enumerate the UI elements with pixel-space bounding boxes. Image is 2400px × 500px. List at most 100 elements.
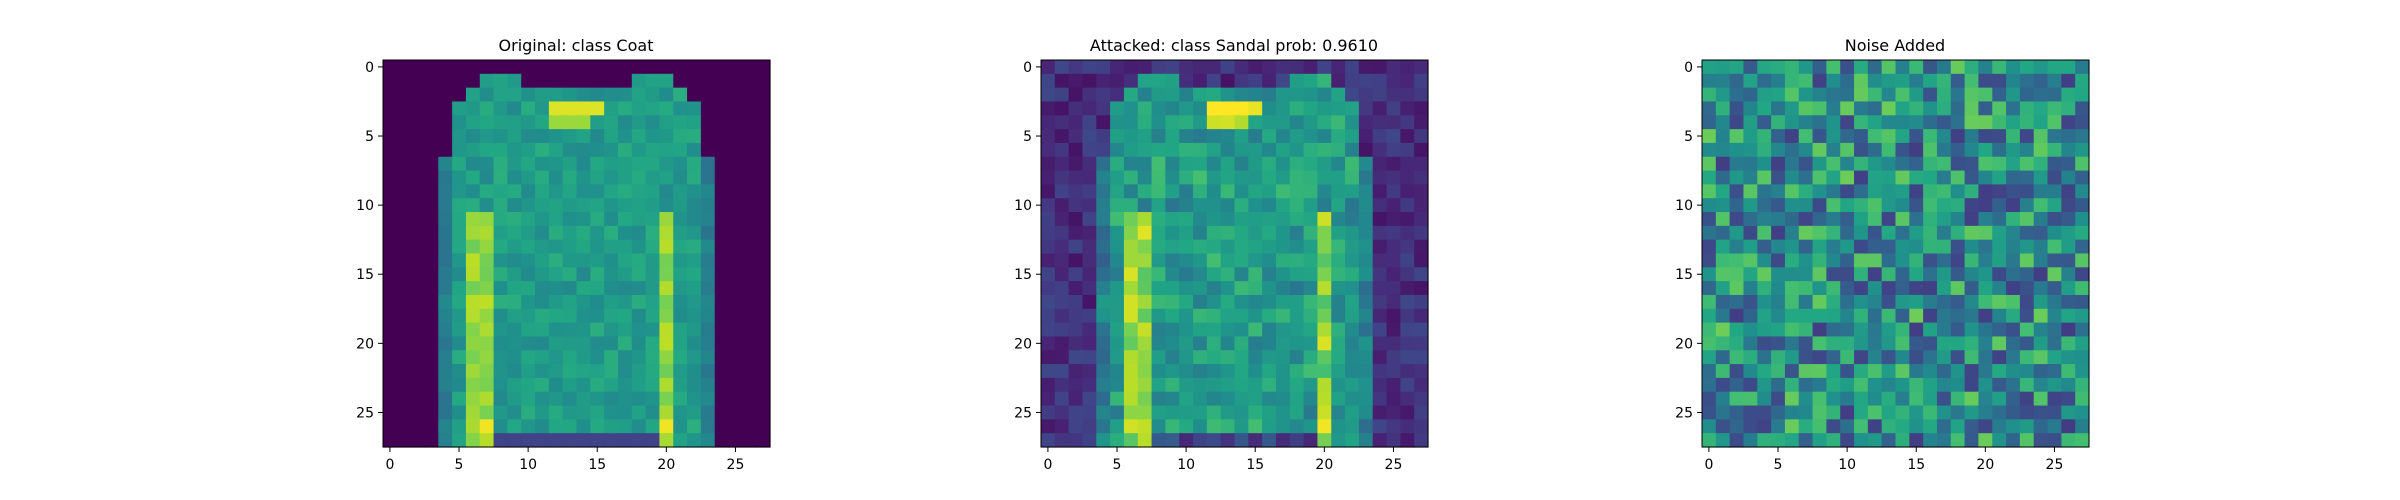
heatmap-cell	[659, 170, 674, 185]
heatmap-cell	[742, 87, 757, 103]
heatmap-cell	[1193, 115, 1208, 130]
heatmap-cell	[1054, 142, 1070, 158]
heatmap-cell	[1068, 294, 1084, 310]
heatmap-cell	[548, 294, 564, 310]
heatmap-cell	[1757, 73, 1772, 89]
heatmap-cell	[562, 322, 578, 338]
heatmap-cell	[1840, 364, 1855, 379]
heatmap-cell	[1358, 225, 1374, 241]
heatmap-cell	[1840, 419, 1855, 434]
heatmap-cell	[2033, 87, 2049, 103]
heatmap-cell	[604, 308, 619, 324]
heatmap-cell	[424, 142, 439, 158]
heatmap-cell	[1179, 281, 1194, 296]
heatmap-cell	[1275, 184, 1291, 199]
heatmap-cell	[1400, 60, 1415, 75]
heatmap-cell	[631, 267, 647, 282]
heatmap-cell	[687, 267, 702, 282]
panel-original: Original: class Coat 0 5 10 15 20 25051015202…	[356, 36, 771, 473]
heatmap-cell	[1137, 281, 1153, 296]
heatmap-cell	[2019, 129, 2035, 144]
heatmap-cell	[1964, 253, 1980, 268]
heatmap-cell	[700, 170, 716, 185]
heatmap-cell	[1964, 212, 1980, 227]
heatmap-cell	[687, 364, 702, 379]
heatmap-cell	[438, 294, 453, 310]
heatmap-cell	[1082, 239, 1097, 255]
heatmap-cell	[424, 170, 439, 185]
heatmap-cell	[465, 253, 481, 268]
heatmap-cell	[590, 419, 605, 434]
heatmap-cell	[507, 170, 522, 185]
heatmap-cell	[1840, 184, 1855, 199]
heatmap-cell	[590, 391, 605, 407]
heatmap-cell	[1867, 322, 1883, 338]
heatmap-cell	[756, 433, 771, 448]
heatmap-cell	[742, 225, 757, 241]
heatmap-cell	[714, 350, 730, 365]
heatmap-cell	[1096, 281, 1111, 296]
heatmap-cell	[1289, 322, 1305, 338]
heatmap-cell	[1151, 115, 1166, 130]
heatmap-cell	[1372, 239, 1388, 255]
heatmap-cell	[1262, 322, 1277, 338]
heatmap-cell	[1331, 87, 1346, 103]
heatmap-cell	[714, 336, 730, 351]
heatmap-cell	[452, 212, 467, 227]
heatmap-cell	[493, 391, 508, 407]
heatmap-cell	[1812, 322, 1827, 338]
heatmap-cell	[2047, 212, 2062, 227]
heatmap-cell	[424, 294, 439, 310]
heatmap-cell	[562, 391, 578, 407]
heatmap-cell	[1041, 391, 1056, 407]
heatmap-cell	[1992, 225, 2007, 241]
heatmap-cell	[1923, 225, 1938, 241]
heatmap-cell	[1054, 101, 1070, 116]
heatmap-cell	[1715, 101, 1731, 116]
heatmap-cell	[1193, 267, 1208, 282]
heatmap-cell	[2006, 294, 2021, 310]
heatmap-cell	[1854, 198, 1869, 213]
heatmap-cell	[1082, 294, 1097, 310]
heatmap-cell	[645, 87, 661, 103]
heatmap-cell	[1771, 294, 1786, 310]
heatmap-cell	[1082, 115, 1097, 130]
heatmap-cell	[1068, 129, 1084, 144]
heatmap-cell	[1303, 364, 1319, 379]
heatmap-cell	[452, 419, 467, 434]
heatmap-cell	[1826, 391, 1841, 407]
heatmap-cell	[1262, 239, 1277, 255]
heatmap-cell	[659, 225, 674, 241]
heatmap-cell	[700, 419, 716, 434]
heatmap-cell	[1372, 419, 1388, 434]
heatmap-cell	[1909, 101, 1924, 116]
heatmap-cell	[562, 377, 578, 393]
heatmap-cell	[535, 212, 550, 227]
heatmap-cell	[756, 212, 771, 227]
heatmap-cell	[604, 115, 619, 130]
heatmap-cell	[2075, 198, 2090, 213]
heatmap-cell	[1881, 405, 1897, 420]
heatmap-cell	[493, 60, 508, 75]
heatmap-cell	[1096, 322, 1111, 338]
heatmap-cell	[562, 225, 578, 241]
heatmap-cell	[714, 198, 730, 213]
heatmap-cell	[1400, 350, 1415, 365]
heatmap-cell	[1936, 364, 1952, 379]
heatmap-cell	[1234, 184, 1249, 199]
heatmap-cell	[1054, 281, 1070, 296]
heatmap-cell	[1331, 377, 1346, 393]
heatmap-cell	[742, 170, 757, 185]
heatmap-cell	[1798, 129, 1814, 144]
heatmap-cell	[1096, 267, 1111, 282]
heatmap-cell	[2061, 156, 2076, 172]
heatmap-cell	[521, 391, 536, 407]
heatmap-cell	[1317, 170, 1332, 185]
heatmap-cell	[756, 156, 771, 172]
heatmap-cell	[562, 433, 578, 448]
heatmap-cell	[2047, 87, 2062, 103]
heatmap-cell	[673, 405, 688, 420]
heatmap-cell	[1372, 350, 1388, 365]
heatmap-cell	[1386, 198, 1401, 213]
heatmap-cell	[1041, 281, 1056, 296]
